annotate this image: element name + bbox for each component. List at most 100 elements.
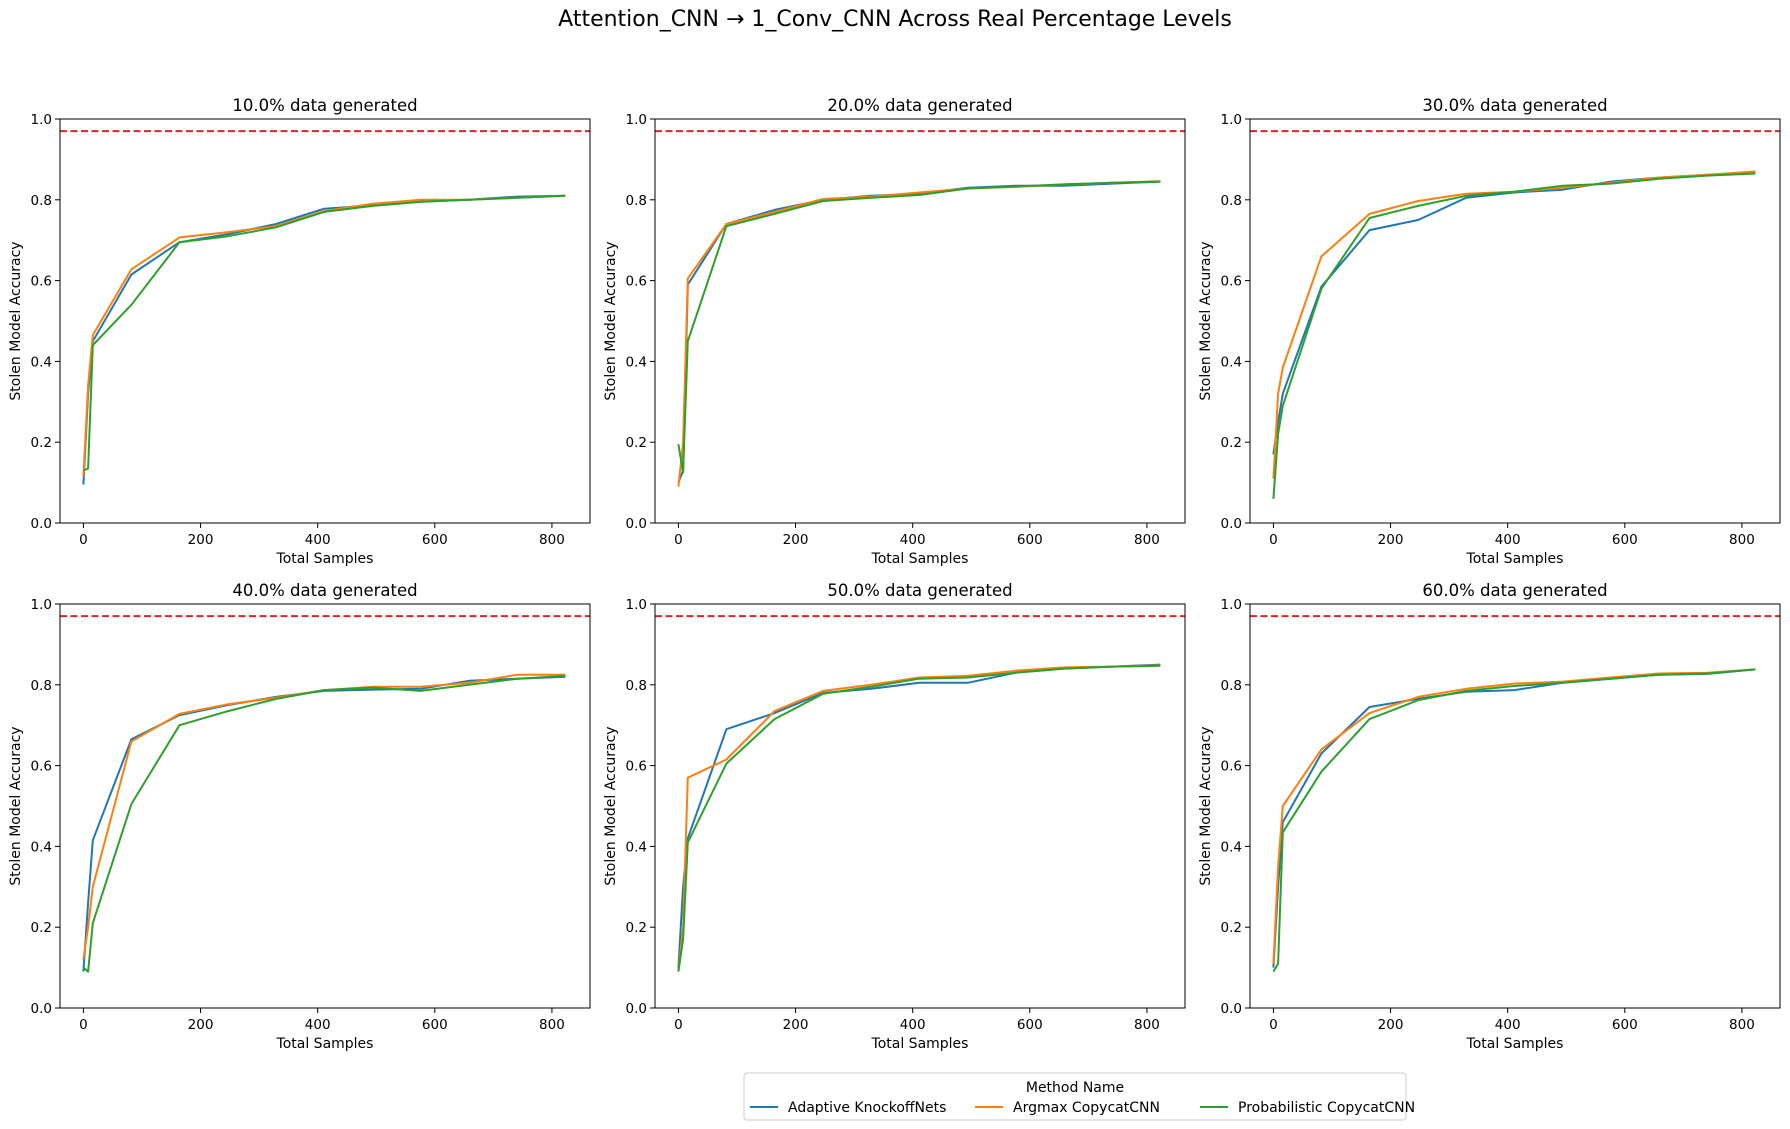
legend: Method Name Adaptive KnockoffNets Argmax C… [743,1072,1415,1121]
series-line-probabilistic-copycatcnn [83,194,566,472]
series-line-probabilistic-copycatcnn [677,180,1161,474]
x-axis-label: Total Samples [276,551,374,567]
y-tick-label: 0.8 [626,678,647,694]
x-tick-label: 0 [674,532,683,548]
y-tick-label: 0.0 [31,1001,52,1017]
y-tick-label: 0.4 [31,354,52,370]
subplot-title: 50.0% data generated [827,581,1012,600]
y-tick-label: 0.2 [1221,435,1242,451]
subplot-title: 30.0% data generated [1422,96,1607,115]
x-tick-label: 200 [1378,1017,1404,1033]
y-axis-label: Stolen Model Accuracy [1198,726,1214,885]
x-tick-label: 200 [783,1017,809,1033]
x-tick-label: 400 [900,532,926,548]
y-tick-label: 1.0 [1221,112,1242,128]
x-tick-label: 0 [1269,1017,1278,1033]
x-tick-label: 600 [1017,532,1043,548]
series-line-argmax-copycatcnn [1272,170,1756,479]
series-line-probabilistic-copycatcnn [82,674,566,973]
x-tick-label: 800 [539,1017,565,1033]
legend-frame [743,1072,1407,1121]
y-tick-label: 0.0 [1221,516,1242,532]
y-tick-label: 1.0 [31,597,52,613]
x-tick-label: 800 [1134,532,1160,548]
x-tick-label: 400 [1495,532,1521,548]
subplot-title: 40.0% data generated [232,581,417,600]
y-tick-label: 0.2 [626,920,647,936]
legend-label-probabilistic-copycatcnn: Probabilistic CopycatCNN [1238,1100,1415,1116]
series-line-argmax-copycatcnn [677,664,1161,972]
y-tick-label: 0.6 [31,759,52,775]
series-line-probabilistic-copycatcnn [677,664,1161,972]
x-tick-label: 600 [1612,532,1638,548]
x-tick-label: 600 [1017,1017,1043,1033]
y-tick-label: 0.8 [1221,193,1242,209]
y-tick-label: 0.2 [626,435,647,451]
x-tick-label: 0 [674,1017,683,1033]
axes-frame [1249,118,1781,524]
x-tick-label: 200 [188,1017,214,1033]
y-axis-label: Stolen Model Accuracy [8,241,24,400]
y-tick-label: 0.8 [626,193,647,209]
x-axis-label: Total Samples [871,551,969,567]
x-axis-label: Total Samples [276,1036,374,1052]
x-tick-label: 200 [1378,532,1404,548]
subplot-1: 10.0% data generated 0.0 0.2 0.4 0.6 0.8 1.0 0 2… [8,96,591,567]
subplot-4: 40.0% data generated 0.0 0.2 0.4 0.6 0.8 1.0 0 2… [8,581,591,1052]
y-axis-label: Stolen Model Accuracy [8,726,24,885]
x-tick-label: 0 [1269,532,1278,548]
x-tick-label: 800 [1729,532,1755,548]
x-tick-label: 600 [1612,1017,1638,1033]
y-tick-label: 0.0 [31,516,52,532]
legend-label-adaptive-knockoffnets: Adaptive KnockoffNets [788,1100,946,1116]
x-tick-label: 400 [305,532,331,548]
axes-frame [1249,603,1781,1009]
subplot-title: 60.0% data generated [1422,581,1607,600]
y-tick-label: 0.6 [626,759,647,775]
y-tick-label: 0.4 [626,354,647,370]
y-axis-label: Stolen Model Accuracy [1198,241,1214,400]
axes-frame [59,603,591,1009]
series-line-probabilistic-copycatcnn [1272,668,1756,973]
y-tick-label: 0.8 [31,678,52,694]
x-tick-label: 400 [305,1017,331,1033]
x-tick-label: 600 [422,532,448,548]
y-tick-label: 0.8 [1221,678,1242,694]
y-tick-label: 0.6 [1221,759,1242,775]
y-tick-label: 1.0 [626,112,647,128]
axes-frame [654,118,1186,524]
y-axis-label: Stolen Model Accuracy [603,241,619,400]
y-tick-label: 0.4 [31,839,52,855]
x-tick-label: 0 [79,532,88,548]
axes-frame [654,603,1186,1009]
y-tick-label: 1.0 [626,597,647,613]
y-tick-label: 0.0 [1221,1001,1242,1017]
y-tick-label: 0.6 [31,274,52,290]
y-tick-label: 0.6 [1221,274,1242,290]
y-tick-label: 0.0 [626,516,647,532]
y-tick-label: 0.2 [1221,920,1242,936]
y-tick-label: 0.0 [626,1001,647,1017]
legend-label-argmax-copycatcnn: Argmax CopycatCNN [1013,1100,1160,1116]
y-tick-label: 0.4 [1221,354,1242,370]
subplot-title: 20.0% data generated [827,96,1012,115]
series-line-probabilistic-copycatcnn [1272,172,1756,499]
y-axis-label: Stolen Model Accuracy [603,726,619,885]
x-tick-label: 200 [783,532,809,548]
x-tick-label: 800 [1729,1017,1755,1033]
x-tick-label: 400 [900,1017,926,1033]
x-tick-label: 600 [422,1017,448,1033]
y-tick-label: 0.2 [31,435,52,451]
x-axis-label: Total Samples [871,1036,969,1052]
axes-frame [59,118,591,524]
subplot-5: 50.0% data generated 0.0 0.2 0.4 0.6 0.8 1.0 0 2… [603,581,1186,1052]
x-tick-label: 400 [1495,1017,1521,1033]
y-tick-label: 0.4 [1221,839,1242,855]
y-tick-label: 0.6 [626,274,647,290]
y-tick-label: 0.8 [31,193,52,209]
y-tick-label: 0.4 [626,839,647,855]
figure-title: Attention_CNN → 1_Conv_CNN Across Real P… [558,7,1232,32]
subplot-6: 60.0% data generated 0.0 0.2 0.4 0.6 0.8 1.0 0 2… [1198,581,1781,1052]
